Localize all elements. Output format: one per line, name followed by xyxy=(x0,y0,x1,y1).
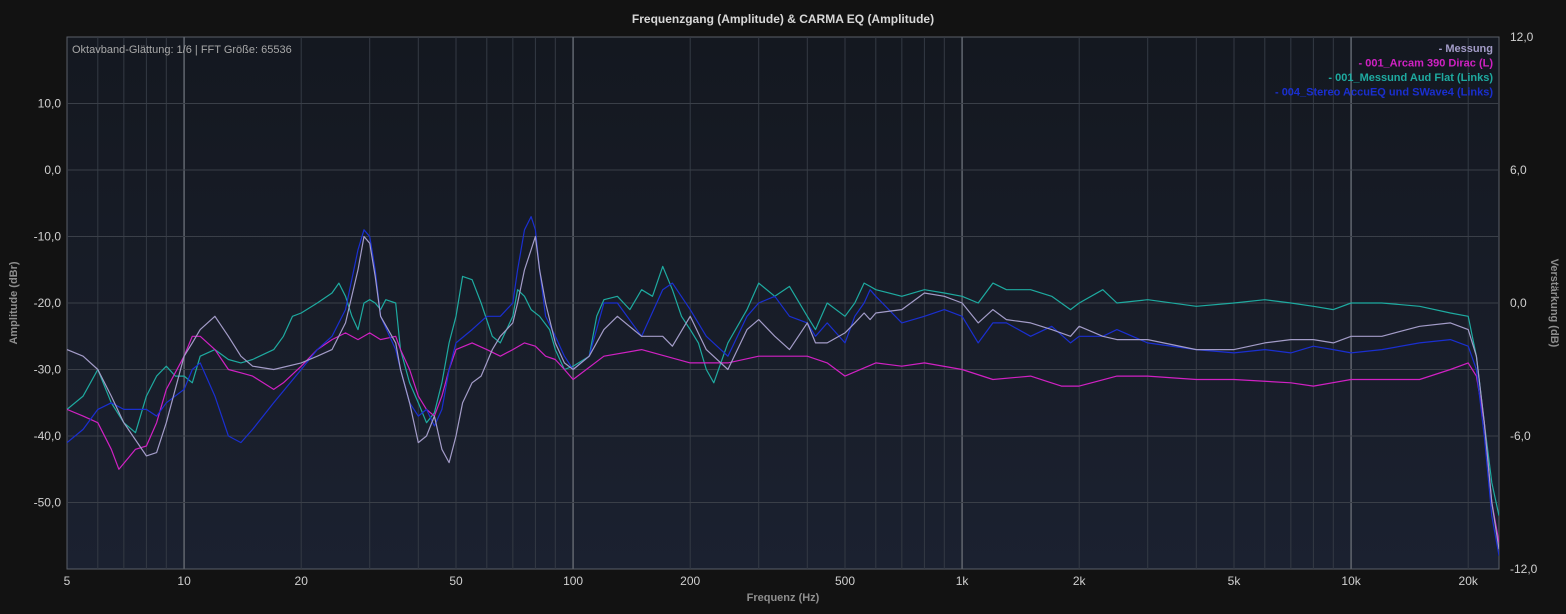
y2-tick-label: -6,0 xyxy=(1510,429,1531,443)
legend: - Messung - 001_Arcam 390 Dirac (L) - 001_… xyxy=(1275,43,1493,99)
y2-tick-label: -12,0 xyxy=(1510,562,1538,576)
y2-tick-label: 0,0 xyxy=(1510,296,1527,310)
y-tick-label: -40,0 xyxy=(34,429,62,443)
legend-entry: - 001_Arcam 390 Dirac (L) xyxy=(1358,58,1493,70)
series-line-004-stereo-accueq-und-swave4-links xyxy=(67,216,1499,556)
series-line-messung xyxy=(67,235,1499,550)
y-tick-label: -30,0 xyxy=(34,363,62,377)
x-tick-label: 20k xyxy=(1459,574,1479,588)
y-tick-labels: 10,0 0,0 -10,0 -20,0 -30,0 -40,0 -50,0 xyxy=(34,97,62,510)
x-tick-label: 2k xyxy=(1073,574,1087,588)
legend-entry: - 001_Messund Aud Flat (Links) xyxy=(1328,72,1493,84)
x-tick-label: 1k xyxy=(956,574,970,588)
x-tick-label: 10k xyxy=(1341,574,1361,588)
y-tick-label: -20,0 xyxy=(34,296,62,310)
y-tick-label: -50,0 xyxy=(34,496,62,510)
x-axis-label: Frequenz (Hz) xyxy=(747,592,820,604)
x-tick-label: 50 xyxy=(449,574,463,588)
legend-entry: - 004_Stereo AccuEQ und SWave4 (Links) xyxy=(1275,87,1493,99)
series-lines xyxy=(67,216,1499,556)
x-tick-labels: 5 10 20 50 100 200 500 1k 2k 5k 10k 20k xyxy=(64,574,1479,588)
y-tick-label: 10,0 xyxy=(38,97,62,111)
chart-title: Frequenzgang (Amplitude) & CARMA EQ (Amp… xyxy=(632,12,934,26)
x-tick-label: 200 xyxy=(680,574,700,588)
y-axis-label: Amplitude (dBr) xyxy=(8,261,20,344)
smoothing-info: Oktavband-Glättung: 1/6 | FFT Größe: 655… xyxy=(72,44,292,56)
x-tick-label: 500 xyxy=(835,574,855,588)
y2-tick-labels: 12,0 6,0 0,0 -6,0 -12,0 xyxy=(1510,30,1538,576)
legend-entry: - Messung xyxy=(1439,43,1493,55)
y2-tick-label: 12,0 xyxy=(1510,30,1534,44)
y2-axis-label: Verstärkung (dB) xyxy=(1548,259,1560,348)
x-tick-label: 5 xyxy=(64,574,71,588)
y-tick-label: -10,0 xyxy=(34,230,62,244)
series-line-001-arcam-390-dirac-l xyxy=(67,332,1499,543)
x-tick-label: 5k xyxy=(1228,574,1242,588)
x-tick-label: 10 xyxy=(177,574,191,588)
x-tick-label: 100 xyxy=(563,574,583,588)
x-tick-label: 20 xyxy=(295,574,309,588)
y2-tick-label: 6,0 xyxy=(1510,163,1527,177)
y-tick-label: 0,0 xyxy=(44,163,61,177)
